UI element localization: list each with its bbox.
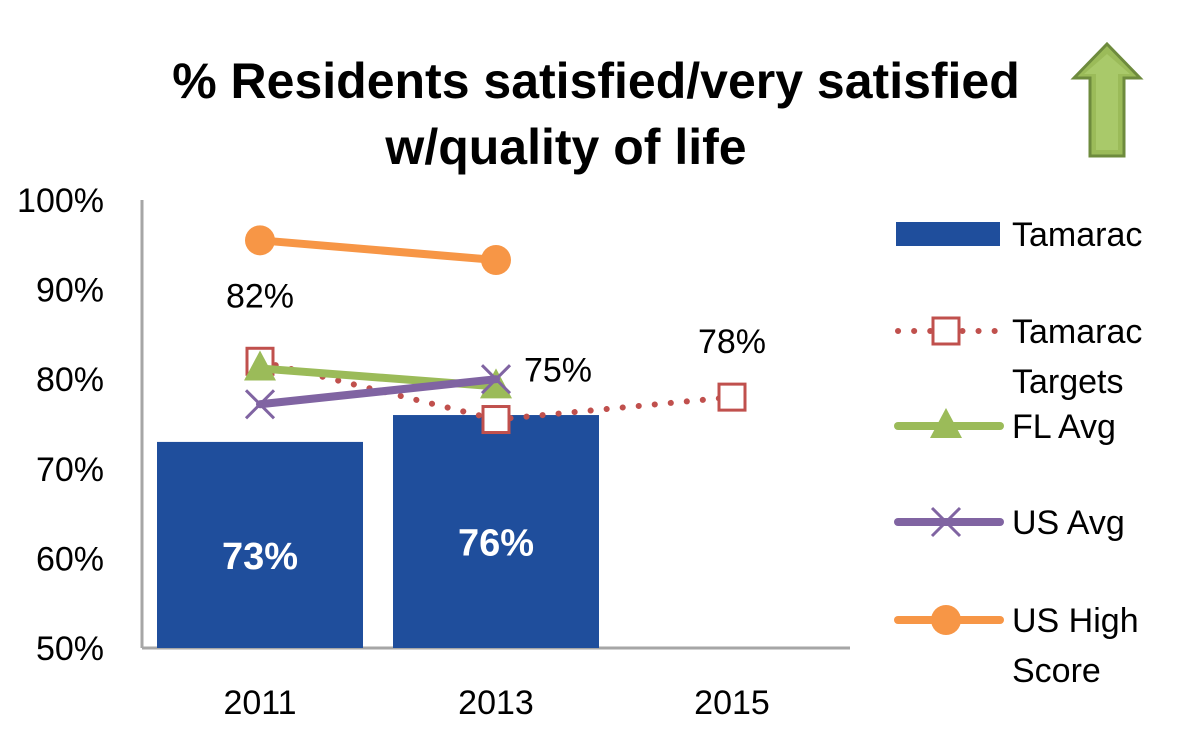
y-tick-label: 100% bbox=[17, 182, 104, 220]
legend-marker-ushigh bbox=[931, 605, 961, 635]
point-targets-2013 bbox=[481, 405, 511, 435]
legend-marker-fl bbox=[930, 408, 962, 438]
point-ushigh-2013 bbox=[481, 245, 511, 276]
line-us bbox=[256, 375, 500, 409]
point-us-2011 bbox=[244, 389, 276, 420]
legend-swatch-tamarac bbox=[896, 222, 1000, 246]
point-fl-2011 bbox=[244, 350, 276, 381]
legend-marker-us bbox=[930, 506, 962, 538]
legend-label-us: US Avg bbox=[1012, 504, 1125, 542]
x-tick-label: 2013 bbox=[458, 684, 534, 722]
point-fl-2013 bbox=[480, 368, 512, 399]
data-label-targets: 78% bbox=[698, 323, 766, 361]
bar-tamarac-2013 bbox=[393, 415, 599, 648]
legend-label-tamarac: Tamarac bbox=[1012, 216, 1142, 254]
legend-marker-targets bbox=[931, 316, 961, 346]
data-label-targets: 75% bbox=[524, 352, 592, 390]
point-targets-2015 bbox=[717, 382, 747, 412]
legend-label-ushigh: US High bbox=[1012, 602, 1139, 640]
chart-title-line-2: w/quality of life bbox=[384, 119, 746, 175]
legend: Tamarac Tamarac Targets FL Avg US Avg US High… bbox=[894, 216, 1142, 690]
data-label-targets: 82% bbox=[226, 277, 294, 315]
y-tick-label: 80% bbox=[36, 361, 104, 399]
x-tick-label: 2015 bbox=[694, 684, 770, 722]
y-tick-label: 60% bbox=[36, 540, 104, 578]
point-us-2013 bbox=[480, 364, 512, 395]
chart-title-line-1: % Residents satisfied/very satisfied bbox=[172, 53, 1020, 109]
chart-title: % Residents satisfied/very satisfied w/q… bbox=[172, 53, 1020, 175]
legend-label-fl: FL Avg bbox=[1012, 408, 1116, 446]
line-ushigh bbox=[256, 236, 500, 265]
legend-label-targets: Tamarac bbox=[1012, 313, 1142, 351]
bar-data-label: 73% bbox=[222, 536, 298, 578]
plot-area: 50% 60% 70% 80% 90% 100% 2011 2013 2015 73% 76% 82%… bbox=[17, 182, 850, 722]
bar-tamarac-2011 bbox=[157, 441, 363, 648]
x-tick-label: 2011 bbox=[223, 684, 296, 722]
bar-data-label: 76% bbox=[458, 523, 534, 565]
legend-label-targets: Targets bbox=[1012, 363, 1124, 401]
legend-label-ushigh: Score bbox=[1012, 652, 1101, 690]
point-ushigh-2011 bbox=[245, 225, 275, 256]
y-tick-label: 90% bbox=[36, 272, 104, 310]
y-tick-label: 50% bbox=[36, 630, 104, 668]
y-tick-label: 70% bbox=[36, 451, 104, 489]
trend-arrow-icon bbox=[1070, 41, 1144, 158]
